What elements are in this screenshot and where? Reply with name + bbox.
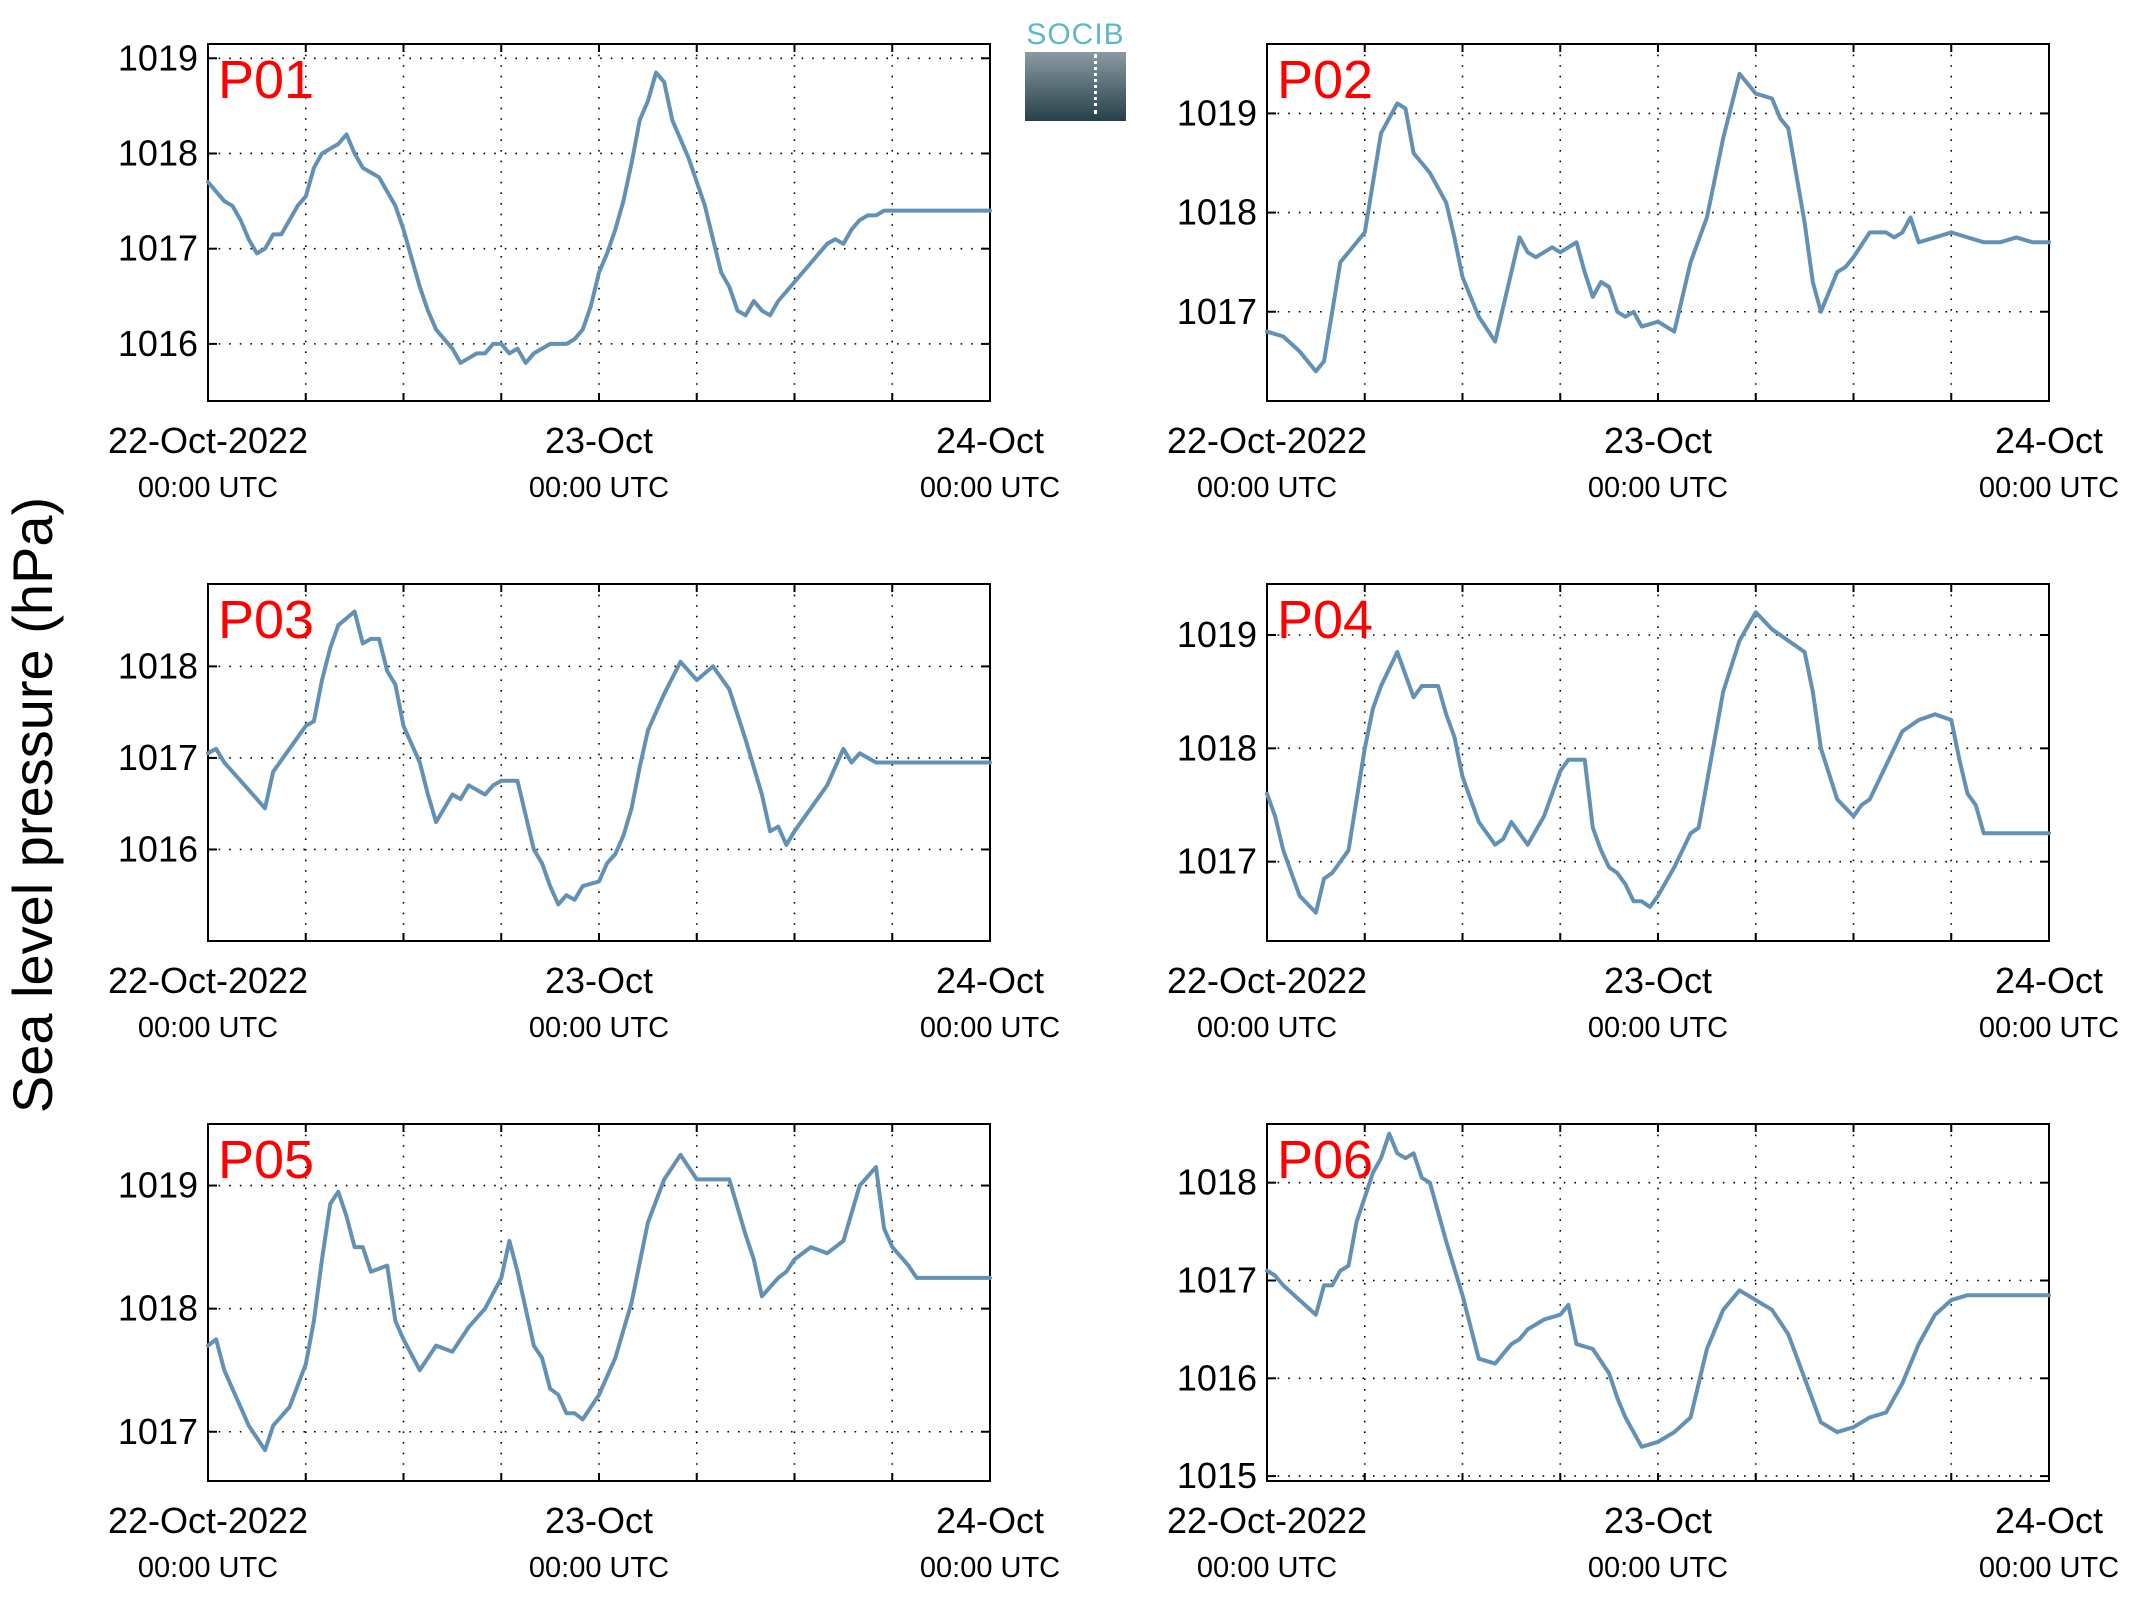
- y-tick-label: 1017: [1177, 1259, 1257, 1300]
- x-tick-label-date: 24-Oct: [936, 1500, 1044, 1541]
- y-axis-label: Sea level pressure (hPa): [1, 497, 64, 1113]
- chart-panel-p06: 1015 1016 1017 1018 22-Oct-2022 00:00 UTC 23-O…: [1167, 1123, 2119, 1584]
- panel-title: P01: [218, 50, 314, 110]
- y-tick-label: 1016: [118, 828, 198, 869]
- x-tick-label-time: 00:00 UTC: [529, 1012, 669, 1044]
- x-tick-label-time: 00:00 UTC: [920, 1552, 1060, 1584]
- x-tick-label-date: 22-Oct-2022: [1167, 420, 1367, 461]
- pressure-series-line: [1265, 71, 2051, 374]
- y-tick-label: 1018: [118, 645, 198, 686]
- x-tick-label-date: 24-Oct: [936, 960, 1044, 1001]
- y-tick-label: 1019: [118, 1165, 198, 1206]
- y-tick-label: 1016: [1177, 1357, 1257, 1398]
- x-tick-label-date: 23-Oct: [545, 1500, 653, 1541]
- x-tick-label-date: 24-Oct: [1995, 960, 2103, 1001]
- x-tick-label-date: 24-Oct: [936, 420, 1044, 461]
- x-tick-label-time: 00:00 UTC: [1197, 1012, 1337, 1044]
- chart-panel-p01: 1016 1017 1018 1019 22-Oct-2022 00:00 UTC 23-O…: [108, 37, 1060, 504]
- x-tick-label-time: 00:00 UTC: [1197, 1552, 1337, 1584]
- x-tick-label-time: 00:00 UTC: [138, 1552, 278, 1584]
- panel-title: P02: [1277, 50, 1373, 110]
- y-tick-label: 1017: [1177, 841, 1257, 882]
- x-tick-label-time: 00:00 UTC: [1588, 1012, 1728, 1044]
- y-tick-label: 1019: [1177, 92, 1257, 133]
- x-tick-label-time: 00:00 UTC: [138, 472, 278, 504]
- x-tick-label-time: 00:00 UTC: [920, 472, 1060, 504]
- x-tick-label-time: 00:00 UTC: [1588, 1552, 1728, 1584]
- x-tick-label-time: 00:00 UTC: [1979, 1012, 2119, 1044]
- y-tick-label: 1019: [118, 37, 198, 78]
- x-tick-label-time: 00:00 UTC: [1588, 472, 1728, 504]
- x-tick-label-date: 22-Oct-2022: [1167, 960, 1367, 1001]
- y-tick-label: 1018: [1177, 192, 1257, 233]
- x-tick-label-time: 00:00 UTC: [138, 1012, 278, 1044]
- pressure-series-line: [206, 70, 992, 365]
- x-tick-label-date: 23-Oct: [1604, 1500, 1712, 1541]
- x-tick-label-time: 00:00 UTC: [920, 1012, 1060, 1044]
- panel-title: P06: [1277, 1130, 1373, 1190]
- pressure-series-line: [206, 1152, 992, 1453]
- logo-text: SOCIB: [1026, 18, 1125, 51]
- chart-panel-p02: 1017 1018 1019 22-Oct-2022 00:00 UTC 23-Oct 00…: [1167, 43, 2119, 504]
- y-tick-label: 1015: [1177, 1455, 1257, 1496]
- x-tick-label-date: 22-Oct-2022: [108, 1500, 308, 1541]
- pressure-series-line: [1265, 1131, 2051, 1449]
- x-tick-label-time: 00:00 UTC: [529, 1552, 669, 1584]
- panel-title: P04: [1277, 590, 1373, 650]
- x-tick-label-date: 23-Oct: [1604, 420, 1712, 461]
- x-tick-label-date: 24-Oct: [1995, 1500, 2103, 1541]
- y-tick-label: 1018: [1177, 727, 1257, 768]
- panel-title: P05: [218, 1130, 314, 1190]
- y-tick-label: 1017: [118, 1411, 198, 1452]
- chart-panel-p05: 1017 1018 1019 22-Oct-2022 00:00 UTC 23-Oct 00…: [108, 1123, 1060, 1584]
- x-tick-label-time: 00:00 UTC: [529, 472, 669, 504]
- x-tick-label-date: 23-Oct: [545, 420, 653, 461]
- x-tick-label-date: 22-Oct-2022: [108, 960, 308, 1001]
- y-tick-label: 1019: [1177, 614, 1257, 655]
- chart-panels: 1016 1017 1018 1019 22-Oct-2022 00:00 UTC 23-O…: [108, 37, 2119, 1584]
- logo-graphic: [1025, 52, 1126, 121]
- x-tick-label-date: 22-Oct-2022: [1167, 1500, 1367, 1541]
- chart-panel-p04: 1017 1018 1019 22-Oct-2022 00:00 UTC 23-Oct 00…: [1167, 583, 2119, 1044]
- y-tick-label: 1018: [1177, 1162, 1257, 1203]
- pressure-series-line: [206, 609, 992, 907]
- x-tick-label-date: 23-Oct: [1604, 960, 1712, 1001]
- chart-panel-p03: 1016 1017 1018 22-Oct-2022 00:00 UTC 23-Oct 00…: [108, 583, 1060, 1044]
- y-tick-label: 1017: [118, 228, 198, 269]
- y-tick-label: 1016: [118, 323, 198, 364]
- y-tick-label: 1017: [1177, 291, 1257, 332]
- panel-title: P03: [218, 590, 314, 650]
- y-tick-label: 1018: [118, 132, 198, 173]
- y-tick-label: 1017: [118, 737, 198, 778]
- x-tick-label-time: 00:00 UTC: [1197, 472, 1337, 504]
- x-tick-label-date: 23-Oct: [545, 960, 653, 1001]
- y-tick-label: 1018: [118, 1288, 198, 1329]
- x-tick-label-date: 22-Oct-2022: [108, 420, 308, 461]
- logo-dotted-line: [1094, 54, 1097, 114]
- x-tick-label-date: 24-Oct: [1995, 420, 2103, 461]
- pressure-series-line: [1265, 610, 2051, 915]
- x-tick-label-time: 00:00 UTC: [1979, 1552, 2119, 1584]
- x-tick-label-time: 00:00 UTC: [1979, 472, 2119, 504]
- socib-logo: SOCIB: [1025, 18, 1126, 121]
